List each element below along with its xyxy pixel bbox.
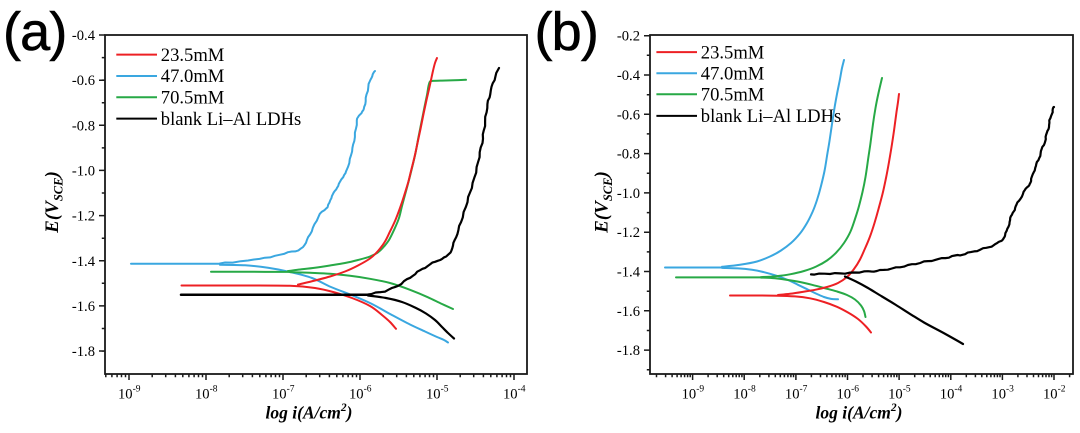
svg-text:log i(A/cm2): log i(A/cm2) (266, 402, 353, 423)
svg-text:23.5mM: 23.5mM (701, 42, 765, 63)
svg-text:-1.4: -1.4 (72, 254, 96, 270)
svg-text:blank Li–Al LDHs: blank Li–Al LDHs (161, 109, 301, 130)
svg-text:-0.4: -0.4 (617, 68, 641, 84)
svg-text:log i(A/cm2): log i(A/cm2) (816, 402, 903, 423)
svg-text:E(VSCE): E(VSCE) (42, 171, 66, 234)
svg-text:(a): (a) (3, 2, 67, 62)
svg-text:-1.6: -1.6 (617, 304, 640, 320)
svg-text:-0.4: -0.4 (72, 28, 96, 44)
svg-text:-1.8: -1.8 (72, 344, 95, 360)
svg-text:-1.6: -1.6 (72, 299, 95, 315)
svg-text:-0.6: -0.6 (617, 107, 640, 123)
svg-text:23.5mM: 23.5mM (161, 45, 225, 66)
svg-text:-1.8: -1.8 (617, 343, 640, 359)
svg-text:70.5mM: 70.5mM (161, 88, 225, 109)
svg-text:-1.4: -1.4 (617, 265, 641, 281)
svg-text:47.0mM: 47.0mM (701, 63, 765, 84)
svg-text:-0.8: -0.8 (617, 147, 640, 163)
svg-text:-1.0: -1.0 (617, 186, 640, 202)
svg-text:70.5mM: 70.5mM (701, 85, 765, 106)
svg-text:-1.0: -1.0 (72, 163, 95, 179)
svg-text:blank Li–Al LDHs: blank Li–Al LDHs (701, 106, 841, 127)
svg-text:-1.2: -1.2 (617, 225, 640, 241)
svg-text:-0.6: -0.6 (72, 73, 95, 89)
svg-text:-1.2: -1.2 (72, 209, 95, 225)
svg-text:47.0mM: 47.0mM (161, 66, 225, 87)
svg-text:(b): (b) (535, 2, 599, 62)
svg-text:-0.8: -0.8 (72, 118, 95, 134)
svg-text:-0.2: -0.2 (617, 29, 640, 45)
